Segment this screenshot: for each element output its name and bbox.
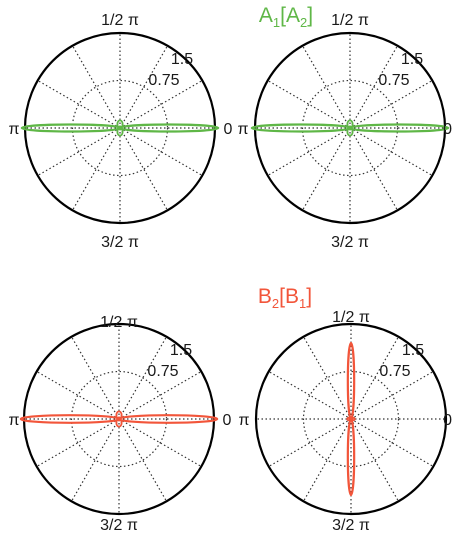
grid-spoke — [37, 79, 121, 129]
r-label-inner: 0.75 — [378, 72, 409, 89]
theta-label-right: 0 — [443, 121, 452, 138]
theta-label-top: 1/2 π — [331, 12, 369, 29]
polar-series — [250, 119, 450, 137]
series-center — [348, 416, 354, 422]
grid-spoke — [119, 127, 169, 211]
r-label-inner: 0.75 — [379, 363, 410, 380]
grid-spoke — [350, 418, 400, 502]
grid-ring — [301, 79, 399, 177]
polar-grid — [25, 33, 215, 223]
series-center — [117, 125, 123, 131]
group-title-a: A1[A2] — [259, 4, 313, 30]
polar-series — [19, 410, 219, 428]
r-label-outer: 1.5 — [170, 342, 192, 359]
grid-ring — [71, 79, 169, 177]
polar-grid — [24, 324, 214, 514]
theta-label-top: 1/2 π — [101, 12, 139, 29]
r-label-outer: 1.5 — [171, 51, 193, 68]
theta-label-right: 0 — [224, 121, 233, 138]
r-label-outer: 1.5 — [401, 51, 423, 68]
theta-label-bottom: 3/2 π — [101, 234, 139, 251]
grid-spoke — [267, 79, 351, 129]
grid-spoke — [118, 418, 168, 502]
grid-spoke — [302, 336, 352, 420]
theta-label-right: 0 — [443, 412, 452, 429]
theta-label-left: π — [238, 412, 249, 429]
theta-label-left: π — [237, 121, 248, 138]
theta-label-bottom: 3/2 π — [331, 234, 369, 251]
group-title-b: B2[B1] — [258, 285, 312, 311]
r-label-inner: 0.75 — [148, 72, 179, 89]
theta-label-top: 1/2 π — [332, 309, 370, 326]
theta-label-right: 0 — [223, 412, 232, 429]
series-center — [347, 125, 353, 131]
theta-label-left: π — [8, 412, 19, 429]
theta-label-left: π — [8, 121, 19, 138]
grid-spoke — [71, 127, 121, 211]
grid-spoke — [268, 370, 352, 420]
polar-outer-circle — [23, 31, 217, 225]
grid-ring — [70, 370, 168, 468]
grid-spoke — [301, 45, 351, 129]
polar-outer-circle — [254, 322, 448, 516]
theta-label-bottom: 3/2 π — [332, 517, 370, 534]
polar-grid — [255, 33, 445, 223]
polar-outer-circle — [253, 31, 447, 225]
r-label-outer: 1.5 — [402, 342, 424, 359]
r-label-inner: 0.75 — [147, 363, 178, 380]
polar-panel-b-left: 1/2 π π 0 3/2 π 1.5 0.75 — [8, 314, 231, 534]
grid-spoke — [349, 127, 399, 211]
grid-ring — [302, 370, 400, 468]
polar-outer-circle — [22, 322, 216, 516]
polar-panel-b-right: 1/2 π π 0 3/2 π 1.5 0.75 — [238, 309, 452, 534]
polar-series — [346, 341, 356, 497]
grid-spoke — [70, 336, 120, 420]
polar-panel-a-right: 1/2 π π 0 3/2 π 1.5 0.75 — [237, 12, 452, 251]
polar-panel-a-left: 1/2 π π 0 3/2 π 1.5 0.75 — [8, 12, 232, 251]
theta-label-bottom: 3/2 π — [100, 517, 138, 534]
theta-label-top: 1/2 π — [100, 314, 138, 331]
grid-spoke — [301, 127, 351, 211]
grid-spoke — [302, 418, 352, 502]
grid-spoke — [36, 370, 120, 420]
grid-spoke — [71, 45, 121, 129]
grid-spoke — [70, 418, 120, 502]
series-center — [116, 416, 122, 422]
polar-grid — [256, 324, 446, 514]
polar-series — [20, 119, 220, 137]
